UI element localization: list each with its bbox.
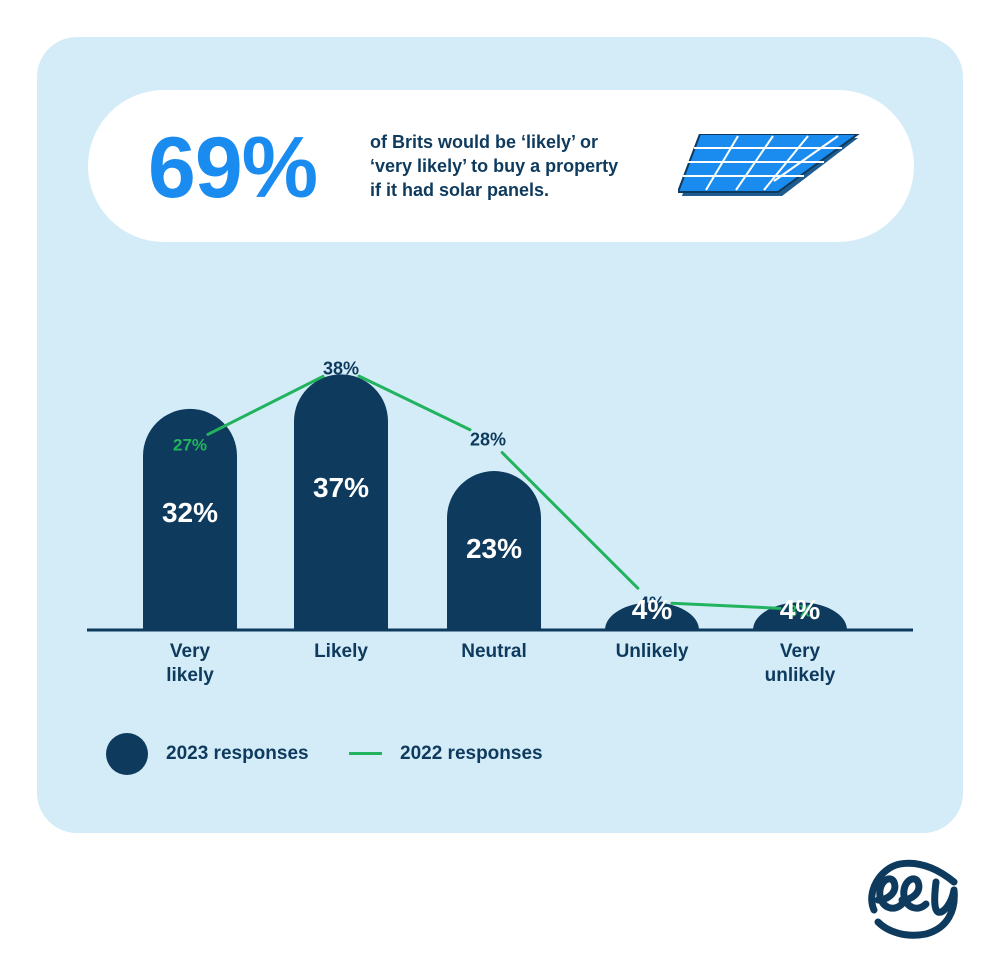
- series-2022-label-5: 3%: [788, 601, 813, 620]
- headline-line-3: if it had solar panels.: [370, 180, 550, 200]
- bar-1: [143, 408, 237, 630]
- legend-2023-swatch: [106, 733, 148, 775]
- legend-2022-swatch: [349, 752, 382, 755]
- x-tick-label-1-2: likely: [166, 665, 214, 686]
- headline-line-1: of Brits would be ‘likely’ or: [370, 132, 599, 152]
- bar-value-label-4: 4%: [632, 594, 673, 625]
- x-tick-label-2-1: Likely: [314, 641, 368, 662]
- headline-stat: 69%: [148, 120, 318, 216]
- bar-3: [447, 471, 541, 630]
- bar-4: [605, 602, 699, 630]
- series-2022-label-4: 4%: [639, 593, 665, 613]
- legend-2023-label: 2023 responses: [166, 743, 309, 764]
- bar-2: [294, 374, 388, 630]
- x-tick-label-4-1: Unlikely: [616, 641, 689, 662]
- bar-value-label-5: 4%: [780, 594, 821, 625]
- x-tick-label-5-2: unlikely: [765, 665, 836, 686]
- bar-value-label-2: 37%: [313, 472, 369, 503]
- company-logo-icon: [868, 859, 958, 939]
- x-tick-label-3-1: Neutral: [461, 641, 526, 662]
- legend-2022-label: 2022 responses: [400, 743, 543, 764]
- headline-text: of Brits would be ‘likely’ or ‘very like…: [370, 130, 680, 202]
- x-tick-label-5-1: Very: [780, 641, 821, 662]
- solar-panel-icon: [678, 134, 860, 196]
- bar-value-label-1: 32%: [162, 497, 218, 528]
- bar-value-label-3: 23%: [466, 533, 522, 564]
- series-2022-label-2: 38%: [323, 358, 359, 378]
- series-2022-label-1: 27%: [173, 435, 207, 454]
- headline-line-2: ‘very likely’ to buy a property: [370, 156, 619, 176]
- x-tick-label-1-1: Very: [170, 641, 211, 662]
- series-2022-label-3: 28%: [470, 429, 506, 449]
- series-2022-line: [206, 374, 782, 610]
